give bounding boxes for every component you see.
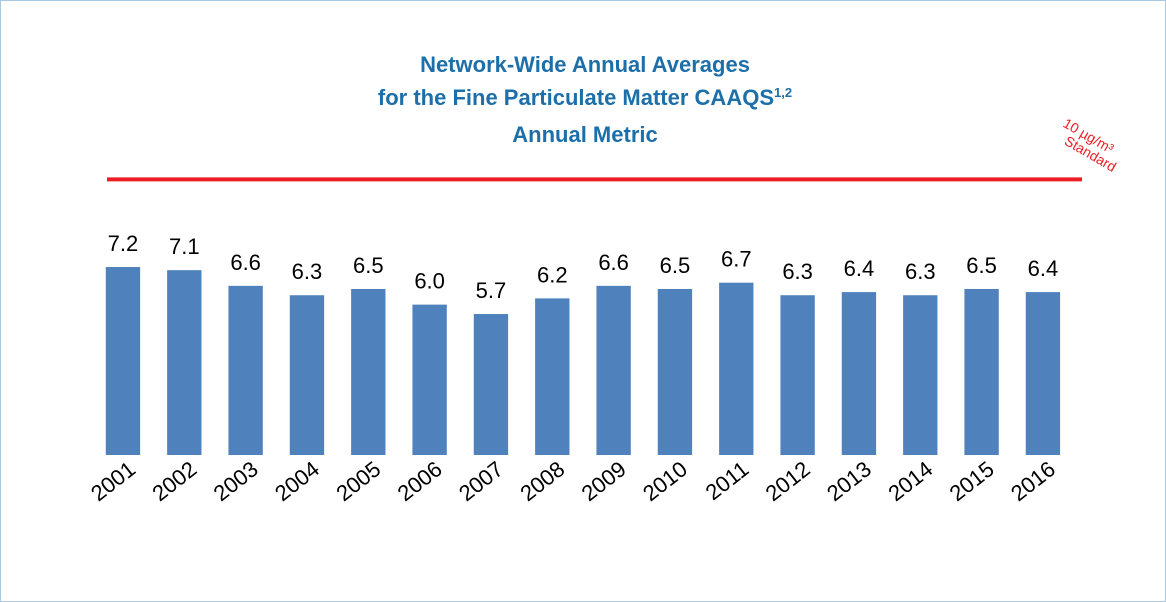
bar: [105, 267, 141, 455]
bar: [719, 282, 754, 455]
bar: [657, 288, 693, 455]
value-label: 7.1: [169, 234, 200, 259]
bar: [841, 292, 877, 455]
value-label: 6.6: [598, 250, 629, 275]
bar: [167, 270, 202, 455]
bar: [289, 295, 325, 455]
bar: [351, 288, 386, 455]
bar: [535, 298, 570, 455]
value-label: 6.7: [721, 247, 752, 272]
value-label: 6.3: [292, 259, 323, 284]
value-label: 6.4: [1028, 256, 1059, 281]
bar: [596, 285, 631, 455]
chart-title: for the Fine Particulate Matter CAAQS1,2: [378, 85, 792, 110]
chart-title: Annual Metric: [512, 122, 657, 147]
value-label: 6.0: [414, 269, 445, 294]
value-label: 6.6: [230, 250, 261, 275]
bar: [780, 295, 815, 455]
bar: [1025, 292, 1061, 455]
title-superscript: 1,2: [774, 85, 792, 100]
value-label: 6.3: [782, 259, 813, 284]
bar: [412, 304, 447, 455]
value-label: 6.2: [537, 262, 568, 287]
chart-title: for the Fine Particulate Matter CAAQS: [378, 85, 774, 110]
value-label: 6.5: [966, 253, 997, 278]
bar: [473, 314, 509, 455]
bar: [903, 295, 938, 455]
value-label: 6.5: [353, 253, 384, 278]
value-label: 6.5: [660, 253, 691, 278]
value-label: 6.4: [844, 256, 875, 281]
value-label: 7.2: [108, 231, 139, 256]
value-label: 5.7: [476, 278, 507, 303]
value-label: 6.3: [905, 259, 936, 284]
chart-title: Network-Wide Annual Averages: [420, 52, 750, 77]
bar: [964, 288, 999, 455]
bar: [228, 285, 263, 455]
